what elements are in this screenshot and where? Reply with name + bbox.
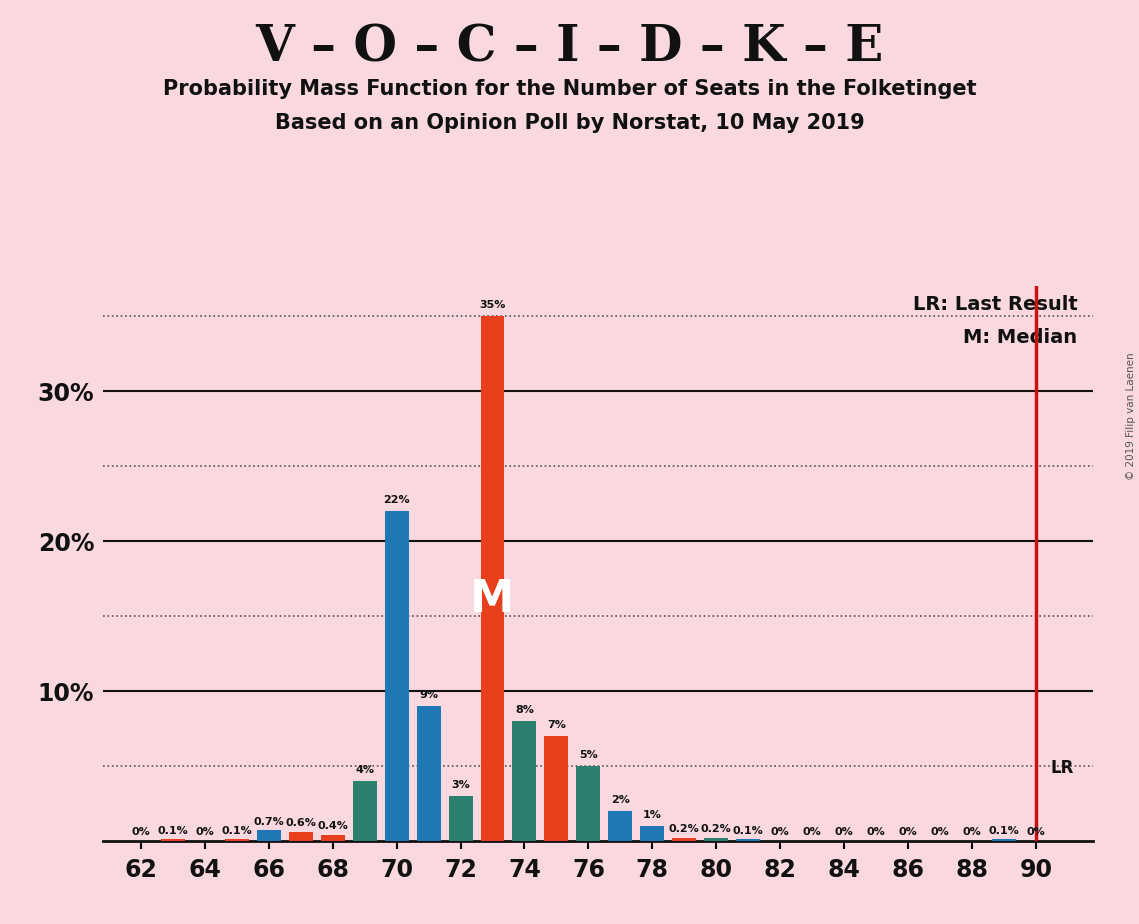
Text: Probability Mass Function for the Number of Seats in the Folketinget: Probability Mass Function for the Number… [163,79,976,99]
Text: LR: LR [1050,760,1074,777]
Text: 0.6%: 0.6% [285,818,317,828]
Text: 0%: 0% [803,827,821,837]
Text: 8%: 8% [515,705,534,715]
Text: M: M [470,578,515,621]
Text: 0.1%: 0.1% [989,826,1019,835]
Text: Based on an Opinion Poll by Norstat, 10 May 2019: Based on an Opinion Poll by Norstat, 10 … [274,113,865,133]
Bar [992,839,1016,841]
Text: 0.1%: 0.1% [157,826,188,835]
Text: 0.7%: 0.7% [253,817,284,827]
Bar [576,766,600,841]
Text: © 2019 Filip van Laenen: © 2019 Filip van Laenen [1125,352,1136,480]
Text: 0%: 0% [771,827,789,837]
Text: 0%: 0% [962,827,982,837]
Bar [288,832,313,841]
Bar [481,316,505,841]
Bar [385,511,409,841]
Text: 0.2%: 0.2% [669,824,699,834]
Text: 3%: 3% [451,780,470,790]
Text: 0%: 0% [131,827,150,837]
Text: 0%: 0% [899,827,917,837]
Bar [321,835,345,841]
Text: 35%: 35% [480,300,506,310]
Bar [353,781,377,841]
Text: 0%: 0% [196,827,214,837]
Text: 0%: 0% [835,827,853,837]
Text: V – O – C – I – D – K – E: V – O – C – I – D – K – E [255,23,884,72]
Text: 5%: 5% [579,750,598,760]
Text: 1%: 1% [642,809,662,820]
Bar [513,721,536,841]
Text: 7%: 7% [547,720,566,730]
Bar [544,736,568,841]
Text: 0.4%: 0.4% [318,821,349,831]
Bar [417,706,441,841]
Text: M: Median: M: Median [964,328,1077,347]
Bar [640,826,664,841]
Bar [672,838,696,841]
Text: 9%: 9% [419,690,439,700]
Text: 22%: 22% [384,495,410,505]
Text: 0%: 0% [1026,827,1046,837]
Bar [256,831,280,841]
Bar [224,839,248,841]
Text: 4%: 4% [355,765,374,775]
Bar [608,811,632,841]
Bar [736,839,760,841]
Text: 0.1%: 0.1% [732,826,763,835]
Bar [161,839,185,841]
Text: 0%: 0% [867,827,885,837]
Text: 2%: 2% [611,795,630,805]
Bar [449,796,473,841]
Bar [704,838,728,841]
Text: 0.2%: 0.2% [700,824,731,834]
Text: 0.1%: 0.1% [221,826,252,835]
Text: LR: Last Result: LR: Last Result [912,295,1077,314]
Text: 0%: 0% [931,827,950,837]
